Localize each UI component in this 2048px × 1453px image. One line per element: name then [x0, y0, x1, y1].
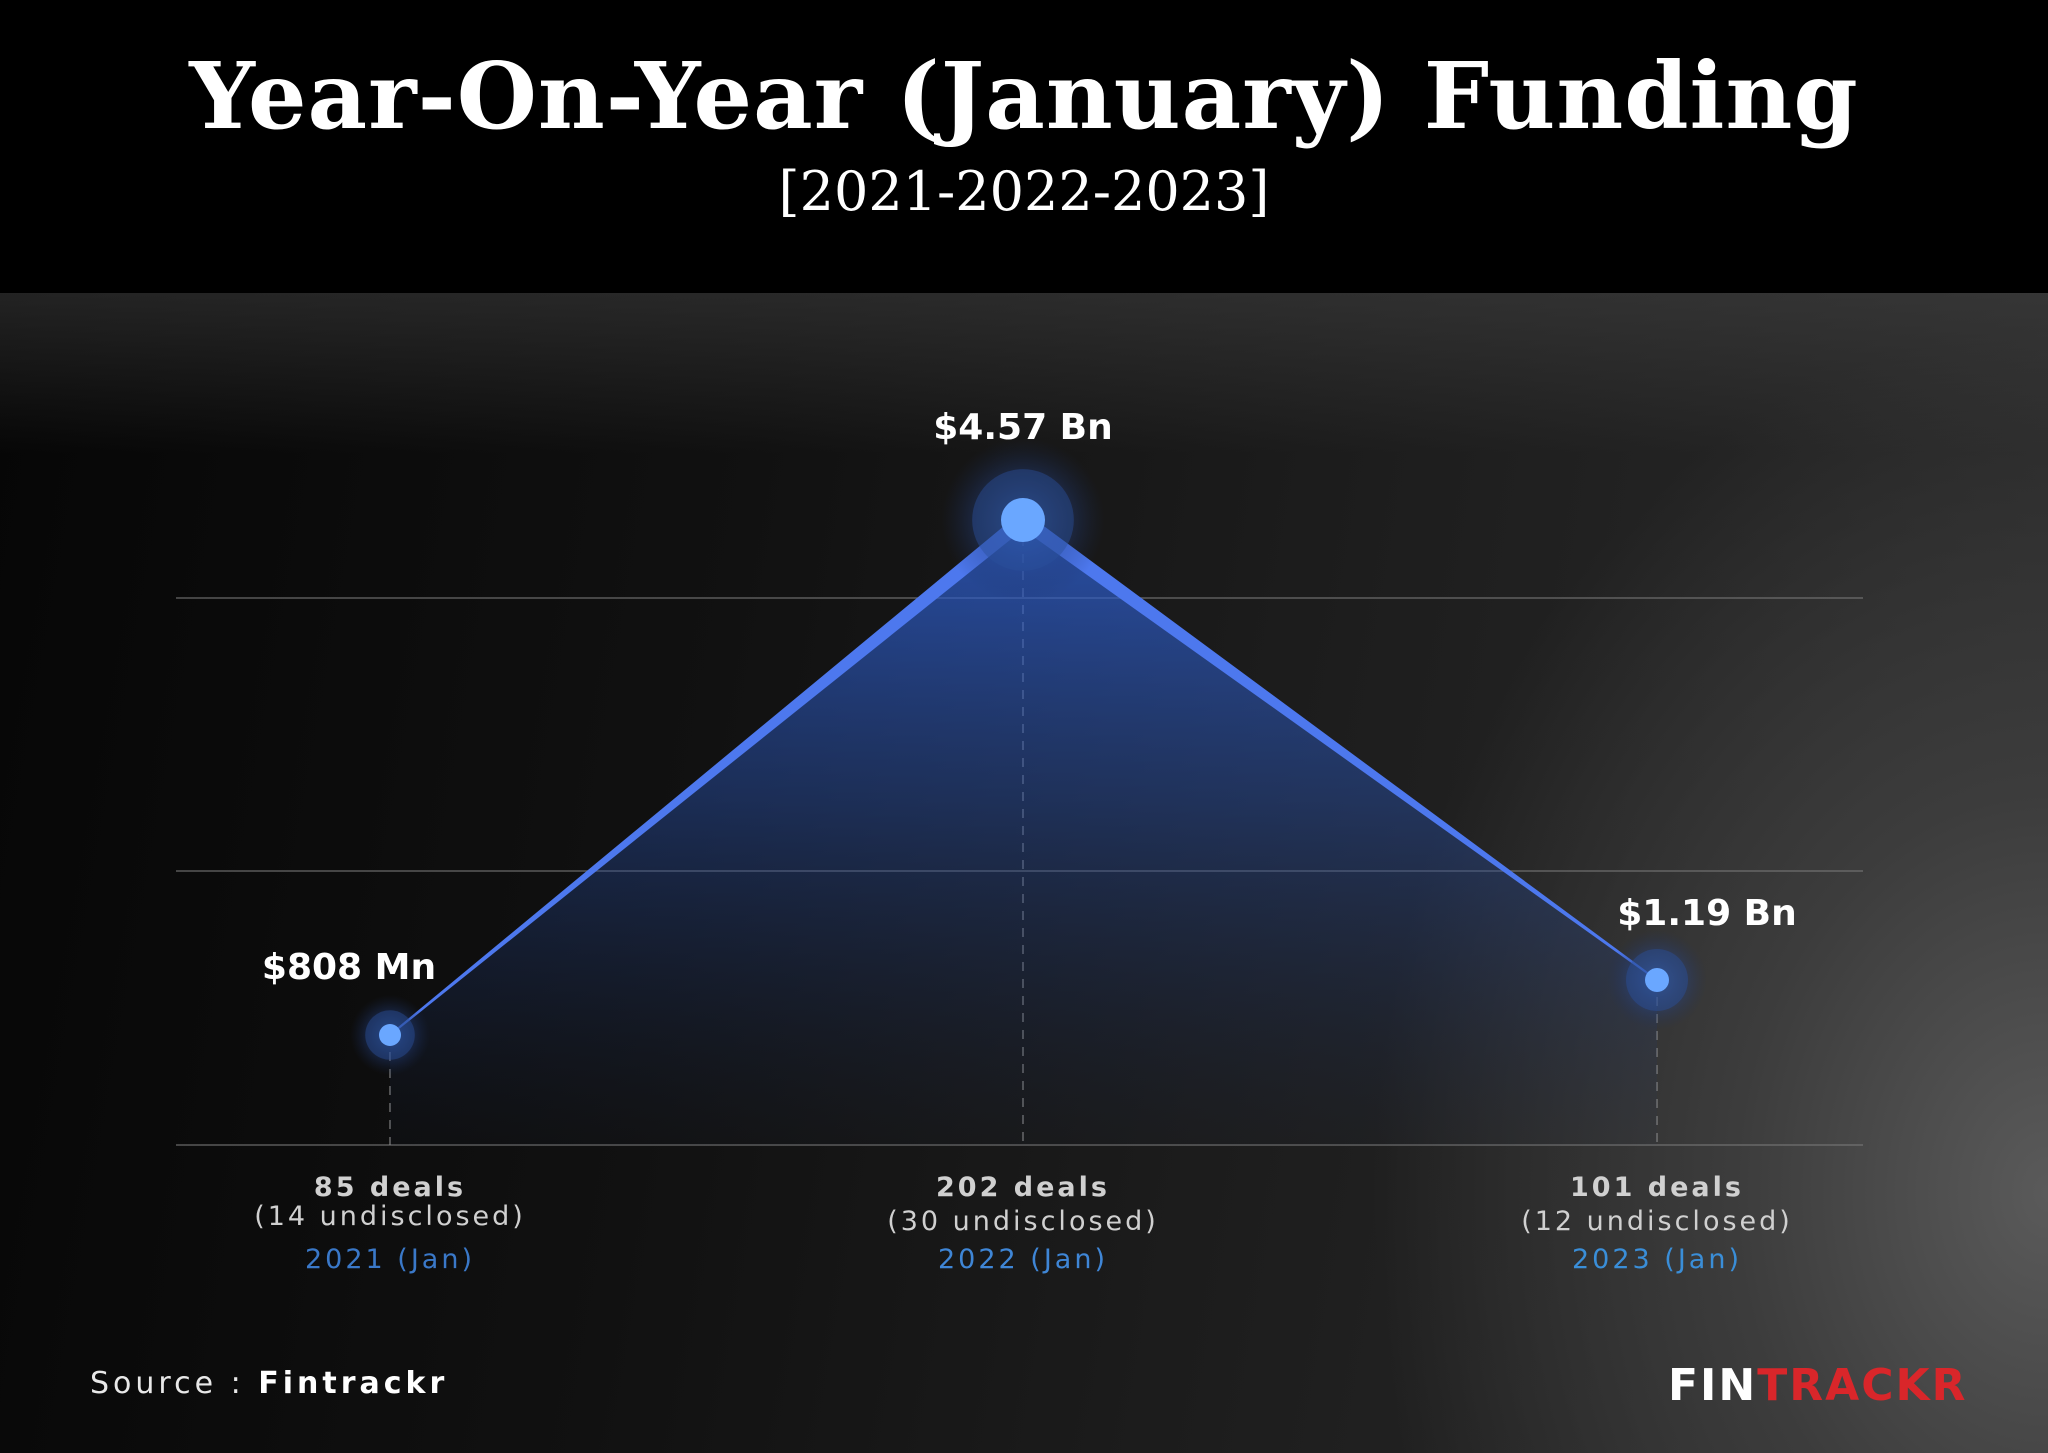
data-labels: $808 Mn 85 deals(14 undisclosed) 2021 (Jan…: [254, 407, 1797, 1275]
deals-label-3: 101 deals: [1570, 1172, 1744, 1203]
logo-part-fin: FIN: [1668, 1360, 1758, 1411]
line-segment-2021-2022: [389, 514, 1028, 1036]
source-credit: Source : Fintrackr: [90, 1366, 448, 1401]
data-point-1: [379, 1024, 401, 1046]
data-point-3: [1645, 968, 1669, 992]
value-label-3: $1.19 Bn: [1617, 893, 1796, 934]
period-label-1: 2021 (Jan): [305, 1244, 475, 1275]
source-prefix: Source :: [90, 1366, 259, 1401]
undisclosed-label-3: (12 undisclosed): [1521, 1206, 1793, 1237]
deals-label-2: 202 deals: [936, 1172, 1110, 1203]
value-label-1: $808 Mn: [262, 947, 436, 988]
data-point-2: [1001, 498, 1045, 542]
undisclosed-label-2: (30 undisclosed): [887, 1206, 1159, 1237]
panel-glow: [0, 293, 2048, 453]
period-label-2: 2022 (Jan): [938, 1244, 1108, 1275]
deals-label-1: 85 deals: [314, 1172, 466, 1203]
line-segment-2022-2023: [1018, 513, 1658, 981]
data-markers: [350, 438, 1707, 1075]
chart-title: Year-On-Year (January) Funding: [189, 42, 1859, 150]
value-label-2: $4.57 Bn: [933, 407, 1112, 448]
series-line: [389, 513, 1658, 1036]
header: Year-On-Year (January) Funding [2021-202…: [0, 0, 2048, 293]
undisclosed-label-1: (14 undisclosed): [254, 1201, 526, 1232]
source-name: Fintrackr: [258, 1366, 449, 1401]
chart-subtitle: [2021-2022-2023]: [778, 160, 1270, 223]
logo-part-trackr: TRACKR: [1757, 1360, 1968, 1411]
period-label-3: 2023 (Jan): [1572, 1244, 1742, 1275]
area-fill: [390, 520, 1657, 1145]
fintrackr-logo: FINTRACKR: [1668, 1360, 1967, 1411]
